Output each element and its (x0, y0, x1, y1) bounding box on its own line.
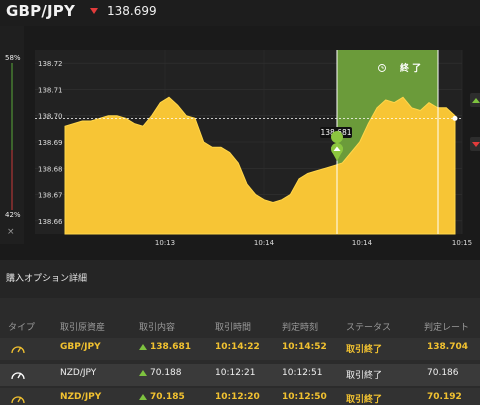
row-status: 取引終了 (346, 371, 383, 381)
buy-up-button[interactable] (470, 93, 480, 107)
table-row[interactable]: GBP/JPY 138.681 10:14:22 10:14:52 取引終了 1… (0, 338, 480, 360)
currency-pair-title: GBP/JPY (6, 2, 76, 20)
entry-marker: 138.681 (320, 127, 352, 161)
col-status: ステータス (346, 323, 392, 333)
row-trade-time: 10:14:22 (215, 342, 260, 352)
row-rate: 70.192 (427, 392, 462, 402)
end-trade-button: 終 了 (378, 62, 421, 74)
buy-down-button[interactable] (470, 137, 480, 151)
current-rate: 138.699 (107, 4, 157, 18)
sentiment-top-pct: 58% (5, 54, 21, 62)
rate-down-icon (90, 8, 98, 14)
row-judge-time: 10:12:50 (282, 392, 327, 402)
y-tick-label: 138.72 (38, 60, 63, 68)
row-asset: NZD/JPY (60, 392, 102, 402)
price-area (64, 96, 456, 235)
y-tick-label: 138.69 (38, 139, 63, 147)
row-content: 70.188 (139, 368, 182, 378)
x-tick-label: 10:14 (254, 239, 275, 247)
row-content: 138.681 (139, 342, 191, 352)
x-tick-label: 10:15 (452, 239, 472, 247)
row-rate: 138.704 (427, 342, 468, 352)
row-trade-time: 10:12:21 (215, 368, 256, 378)
table-row[interactable]: NZD/JPY 70.188 10:12:21 10:12:51 取引終了 70… (0, 364, 480, 386)
row-status: 取引終了 (346, 395, 383, 405)
row-content: 70.185 (139, 392, 185, 402)
close-icon[interactable]: × (7, 227, 15, 237)
y-tick-label: 138.67 (38, 192, 63, 200)
table-header-row: タイプ 取引原資産 取引内容 取引時間 判定時刻 ステータス 判定レート (0, 316, 480, 336)
y-tick-label: 138.68 (38, 165, 63, 173)
row-judge-time: 10:12:51 (282, 368, 323, 378)
x-tick-label: 10:13 (155, 239, 175, 247)
y-tick-label: 138.70 (38, 113, 63, 121)
top-header: GBP/JPY 138.699 (0, 0, 480, 26)
row-status: 取引終了 (346, 345, 383, 355)
col-asset: 取引原資産 (60, 323, 106, 333)
col-judge-time: 判定時刻 (282, 323, 319, 333)
x-axis-ticks: 10:13 10:14 10:14 10:15 (155, 239, 472, 247)
row-judge-time: 10:14:52 (282, 342, 327, 352)
up-trend-icon (139, 369, 147, 376)
clock-icon (378, 64, 386, 72)
sentiment-bottom-pct: 42% (5, 211, 21, 219)
col-trade-time: 取引時間 (215, 323, 252, 333)
y-axis-ticks: 138.72 138.71 138.70 138.69 138.68 138.67 138.… (38, 60, 63, 226)
row-asset: GBP/JPY (60, 342, 101, 352)
price-chart: 138.72 138.71 138.70 138.69 138.68 138.67 138.… (11, 50, 472, 247)
options-table: タイプ 取引原資産 取引内容 取引時間 判定時刻 ステータス 判定レート GBP… (0, 298, 480, 405)
up-trend-icon (139, 393, 147, 400)
gauge-icon (11, 372, 25, 380)
y-tick-label: 138.71 (38, 86, 63, 94)
options-section-header (0, 260, 480, 298)
current-rate-dot (452, 115, 458, 121)
gauge-icon (11, 396, 25, 404)
entry-up-icon (333, 146, 341, 151)
gauge-icon (11, 346, 25, 354)
row-rate: 70.186 (427, 368, 459, 378)
options-section-title: 購入オプション詳細 (6, 274, 88, 284)
x-tick-label: 10:14 (352, 239, 373, 247)
row-trade-time: 10:12:20 (215, 392, 260, 402)
up-trend-icon (139, 343, 147, 350)
col-type: タイプ (8, 323, 36, 333)
col-content: 取引内容 (139, 323, 176, 333)
row-asset: NZD/JPY (60, 368, 97, 378)
y-tick-label: 138.66 (38, 218, 63, 226)
table-row[interactable]: NZD/JPY 70.185 10:12:20 10:12:50 取引終了 70… (0, 388, 480, 405)
col-rate: 判定レート (424, 323, 470, 333)
end-trade-label: 終 了 (400, 62, 421, 74)
